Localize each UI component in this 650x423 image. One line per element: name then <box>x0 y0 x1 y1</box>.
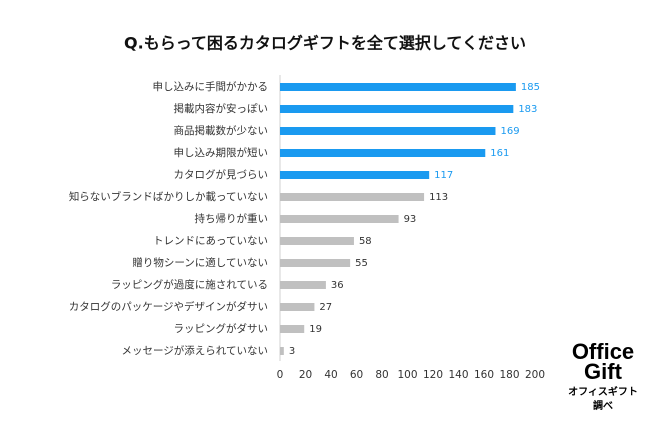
y-tick-label: 掲載内容が安っぽい <box>174 102 269 115</box>
chart-title: Q.もらって困るカタログギフトを全て選択してください <box>124 34 526 53</box>
bar <box>280 193 425 201</box>
value-label: 113 <box>429 192 448 203</box>
bar <box>280 347 284 355</box>
y-tick-label: ラッピングがダサい <box>174 322 269 335</box>
bar <box>280 83 516 91</box>
bar <box>280 325 305 333</box>
value-label: 183 <box>518 104 537 115</box>
x-tick-label: 100 <box>397 369 417 381</box>
x-tick-label: 60 <box>350 369 363 381</box>
y-tick-label: カタログのパッケージやデザインがダサい <box>69 300 268 313</box>
bar <box>280 149 486 157</box>
bar <box>280 259 351 267</box>
value-label: 161 <box>490 148 509 159</box>
value-label: 3 <box>289 346 295 357</box>
y-tick-label: 商品掲載数が少ない <box>174 124 269 137</box>
x-tick-label: 200 <box>525 369 545 381</box>
bar <box>280 127 496 135</box>
value-label: 117 <box>434 170 453 181</box>
y-tick-label: トレンドにあっていない <box>153 235 268 247</box>
y-tick-label: 知らないブランドばかりしか載っていない <box>69 190 268 203</box>
x-tick-label: 80 <box>375 369 388 381</box>
x-tick-label: 40 <box>324 369 337 381</box>
y-tick-label: ラッピングが過度に施されている <box>111 278 268 291</box>
value-label: 169 <box>500 126 519 137</box>
logo-caption: オフィスギフト <box>568 385 638 398</box>
y-tick-label: カタログが見づらい <box>174 168 269 181</box>
value-label: 185 <box>521 82 540 93</box>
x-tick-label: 140 <box>448 369 468 381</box>
x-tick-label: 160 <box>474 369 494 381</box>
y-tick-label: 申し込み期限が短い <box>174 146 269 159</box>
x-tick-label: 0 <box>277 369 284 381</box>
y-tick-label: 持ち帰りが重い <box>195 212 269 225</box>
value-label: 19 <box>309 324 322 335</box>
value-label: 27 <box>319 302 332 313</box>
y-tick-label: 贈り物シーンに適していない <box>132 256 268 269</box>
x-tick-label: 20 <box>299 369 312 381</box>
bar <box>280 303 315 311</box>
y-tick-label: 申し込みに手間がかかる <box>153 80 269 93</box>
x-tick-label: 180 <box>499 369 519 381</box>
y-tick-label: メッセージが添えられていない <box>122 344 268 357</box>
logo-caption: 調べ <box>593 399 613 412</box>
bar <box>280 105 514 113</box>
bar <box>280 281 326 289</box>
x-tick-label: 120 <box>423 369 443 381</box>
value-label: 55 <box>355 258 368 269</box>
bar <box>280 237 354 245</box>
bar <box>280 171 430 179</box>
logo: Office <box>572 339 634 364</box>
bar <box>280 215 399 223</box>
value-label: 36 <box>331 280 344 291</box>
value-label: 58 <box>359 236 372 247</box>
value-label: 93 <box>404 214 417 225</box>
logo: Gift <box>584 359 623 384</box>
